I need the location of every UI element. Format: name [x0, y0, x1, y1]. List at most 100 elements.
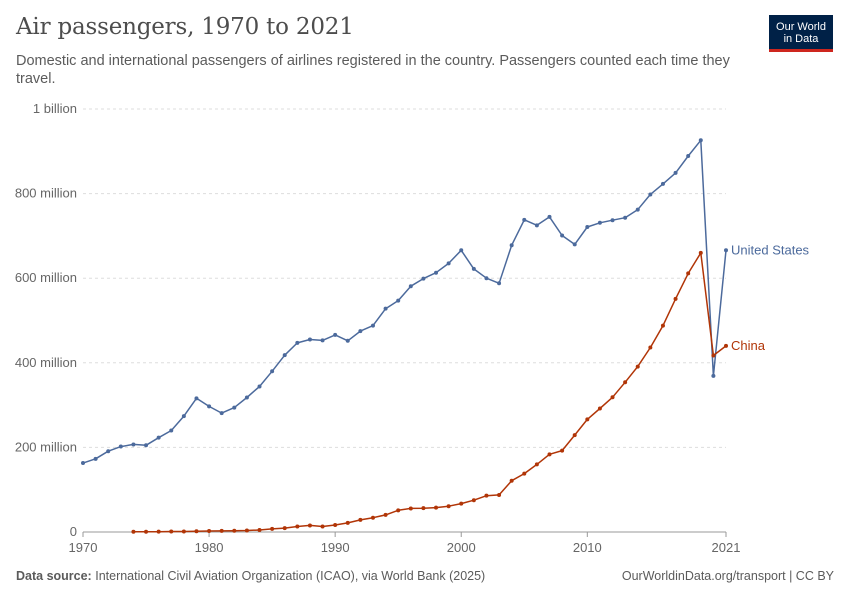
footer-link[interactable]: OurWorldinData.org/transport | CC BY	[621, 569, 834, 583]
series-line-united-states	[82, 139, 727, 464]
data-point-china	[396, 508, 401, 513]
data-point-china	[686, 271, 691, 276]
owid-logo[interactable]: Our World in Data	[769, 15, 833, 52]
data-point-china	[724, 343, 728, 348]
data-point-china	[597, 406, 602, 411]
data-point-united-states	[597, 220, 602, 225]
data-point-united-states	[93, 456, 98, 461]
data-point-united-states	[698, 138, 703, 143]
legend-label-china: China	[731, 338, 766, 353]
y-tick-label: 200 million	[15, 439, 77, 454]
y-tick-label: 0	[70, 524, 77, 539]
data-point-united-states	[396, 298, 401, 303]
data-point-united-states	[106, 449, 111, 454]
data-point-united-states	[156, 435, 161, 440]
data-point-china	[711, 353, 716, 358]
data-point-united-states	[358, 329, 363, 334]
data-point-united-states	[421, 276, 426, 281]
chart-subtitle: Domestic and international passengers of…	[16, 53, 730, 87]
data-point-united-states	[471, 266, 476, 271]
data-point-united-states	[522, 217, 527, 222]
data-point-united-states	[497, 281, 502, 286]
x-tick-label: 2021	[712, 540, 741, 555]
data-point-china	[522, 471, 527, 476]
data-point-united-states	[320, 338, 325, 343]
data-point-united-states	[219, 411, 224, 416]
data-point-china	[673, 296, 678, 301]
data-point-china	[383, 512, 388, 517]
data-point-china	[345, 520, 350, 525]
legend-label-united-states: United States	[731, 242, 810, 257]
data-point-china	[497, 492, 502, 497]
data-point-united-states	[81, 461, 85, 466]
data-point-united-states	[572, 242, 577, 247]
series-line-china	[133, 252, 727, 533]
logo-line-2: in Data	[783, 33, 819, 45]
data-point-china	[635, 364, 640, 369]
data-point-china	[484, 493, 489, 498]
data-point-united-states	[118, 444, 123, 449]
data-point-china	[547, 452, 552, 457]
data-source-text[interactable]: International Civil Aviation Organizatio…	[95, 569, 486, 583]
data-point-china	[660, 323, 665, 328]
data-point-china	[232, 528, 237, 533]
data-point-united-states	[282, 353, 287, 358]
data-point-china	[333, 522, 338, 527]
data-point-china	[446, 504, 451, 509]
data-point-china	[408, 506, 413, 511]
data-point-china	[572, 433, 577, 438]
x-tick-label: 2000	[447, 540, 476, 555]
data-point-united-states	[434, 270, 439, 275]
data-point-china	[471, 498, 476, 503]
x-tick-label: 1980	[195, 540, 224, 555]
x-tick-label: 1970	[69, 540, 98, 555]
data-point-china	[295, 524, 300, 529]
data-point-china	[207, 529, 212, 534]
data-point-united-states	[459, 248, 464, 253]
data-point-united-states	[484, 276, 489, 281]
data-point-united-states	[370, 323, 375, 328]
data-point-china	[131, 529, 136, 534]
data-point-china	[257, 527, 262, 532]
data-point-china	[270, 526, 275, 531]
data-point-china	[421, 506, 426, 511]
data-point-united-states	[194, 396, 199, 401]
data-point-united-states	[257, 384, 262, 389]
chart-title: Air passengers, 1970 to 2021	[16, 14, 354, 40]
data-point-united-states	[295, 340, 300, 345]
data-point-united-states	[534, 223, 539, 228]
data-point-united-states	[648, 192, 653, 197]
data-point-united-states	[383, 306, 388, 311]
data-point-china	[585, 417, 590, 422]
data-point-united-states	[623, 215, 628, 220]
data-source: Data source: International Civil Aviatio…	[16, 569, 485, 583]
y-tick-label: 600 million	[15, 270, 77, 285]
data-point-china	[358, 517, 363, 522]
data-point-united-states	[408, 284, 413, 289]
data-point-china	[320, 524, 325, 529]
data-point-united-states	[181, 414, 186, 419]
data-point-china	[194, 529, 199, 534]
data-point-china	[370, 515, 375, 520]
data-point-china	[156, 529, 161, 534]
data-point-united-states	[673, 170, 678, 175]
data-point-united-states	[207, 404, 212, 409]
data-point-united-states	[333, 332, 338, 337]
data-point-china	[144, 529, 149, 534]
data-point-united-states	[131, 442, 136, 447]
data-point-china	[698, 250, 703, 255]
data-point-china	[219, 528, 224, 533]
data-point-china	[560, 448, 565, 453]
data-source-label: Data source:	[16, 569, 92, 583]
data-point-united-states	[610, 218, 615, 223]
data-point-united-states	[635, 207, 640, 212]
data-point-united-states	[560, 233, 565, 238]
data-point-china	[623, 380, 628, 385]
data-point-china	[534, 462, 539, 467]
data-point-united-states	[232, 405, 237, 410]
x-tick-label: 1990	[321, 540, 350, 555]
y-tick-label: 800 million	[15, 186, 77, 201]
data-point-united-states	[446, 261, 451, 266]
data-point-united-states	[686, 153, 691, 158]
